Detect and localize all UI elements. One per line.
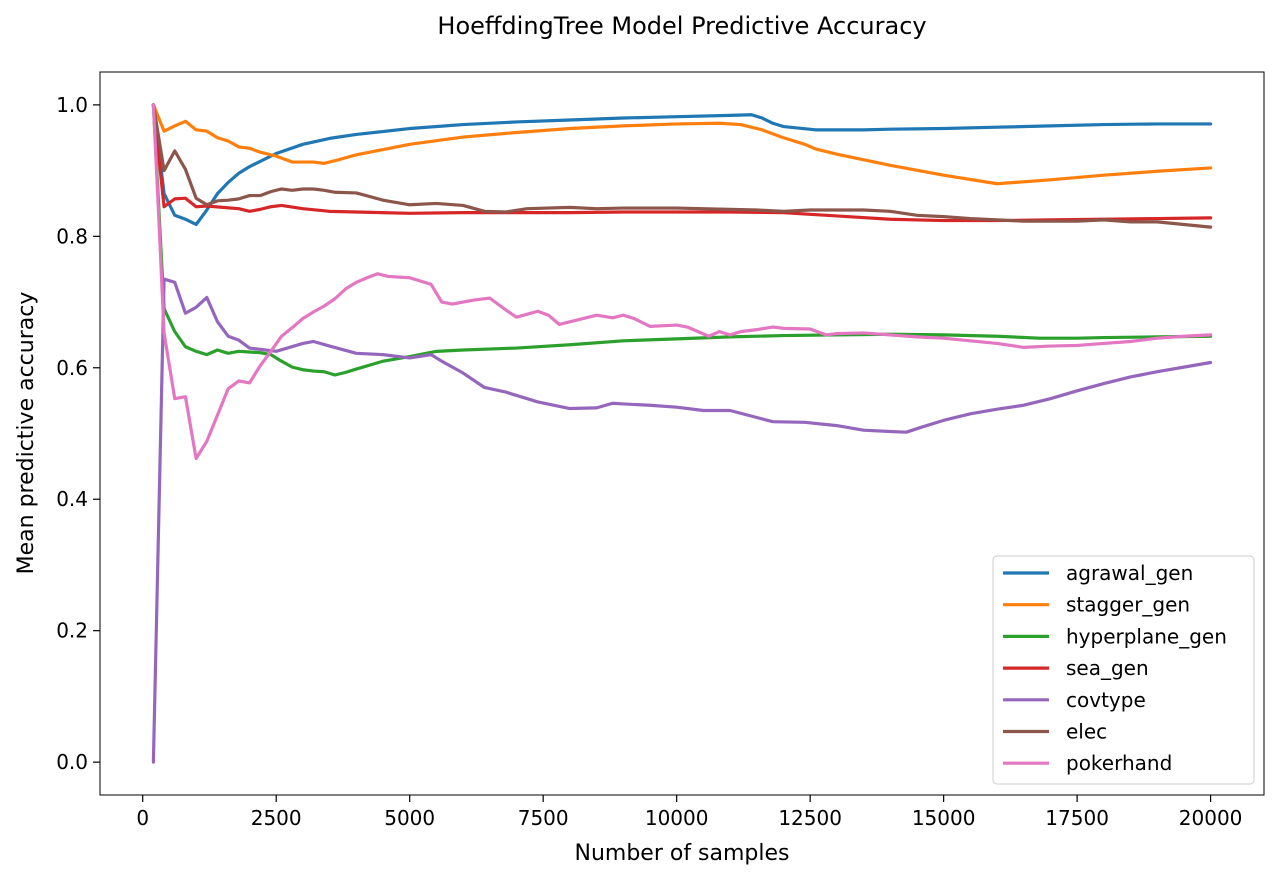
x-tick-label: 12500 [778,806,842,830]
x-tick-label: 0 [136,806,149,830]
legend-label-agrawal-gen: agrawal_gen [1066,561,1193,585]
series-line-stagger-gen [151,103,1213,186]
y-tick-label: 0.8 [56,224,88,248]
series-line-covtype [151,277,1213,764]
legend-label-covtype: covtype [1066,688,1146,712]
series-line-pokerhand [151,103,1213,461]
x-axis-label: Number of samples [574,841,789,866]
x-axis-ticks: 0 2500 5000 7500 10000 12500 15000 17500 20000 [136,795,1242,830]
y-tick-label: 1.0 [56,93,88,117]
x-tick-label: 7500 [518,806,569,830]
legend-label-sea-gen: sea_gen [1066,656,1149,680]
x-tick-label: 15000 [912,806,976,830]
x-tick-label: 5000 [384,806,435,830]
legend-label-pokerhand: pokerhand [1066,751,1172,775]
plot-area [99,71,1265,796]
y-axis-label: Mean predictive accuracy [14,292,39,575]
x-tick-label: 17500 [1045,806,1109,830]
y-tick-label: 0.0 [56,750,88,774]
y-tick-label: 0.2 [56,619,88,643]
series-line-elec [151,103,1213,229]
legend-label-elec: elec [1066,720,1107,744]
legend-label-stagger-gen: stagger_gen [1066,593,1190,617]
chart-title: HoeffdingTree Model Predictive Accuracy [437,12,926,40]
legend: agrawal_gen stagger_gen hyperplane_gen sea_… [992,555,1255,785]
y-tick-label: 0.4 [56,487,88,511]
x-tick-label: 10000 [645,806,709,830]
plot-frame [99,71,1265,796]
series-line-hyperplane-gen [151,103,1213,377]
legend-label-hyperplane-gen: hyperplane_gen [1066,624,1227,648]
legend-box [992,555,1255,785]
x-tick-label: 20000 [1179,806,1243,830]
y-axis-ticks: 0.0 0.2 0.4 0.6 0.8 1.0 [56,93,100,774]
y-tick-label: 0.6 [56,356,88,380]
series-line-agrawal-gen [151,103,1213,227]
x-tick-label: 2500 [251,806,302,830]
